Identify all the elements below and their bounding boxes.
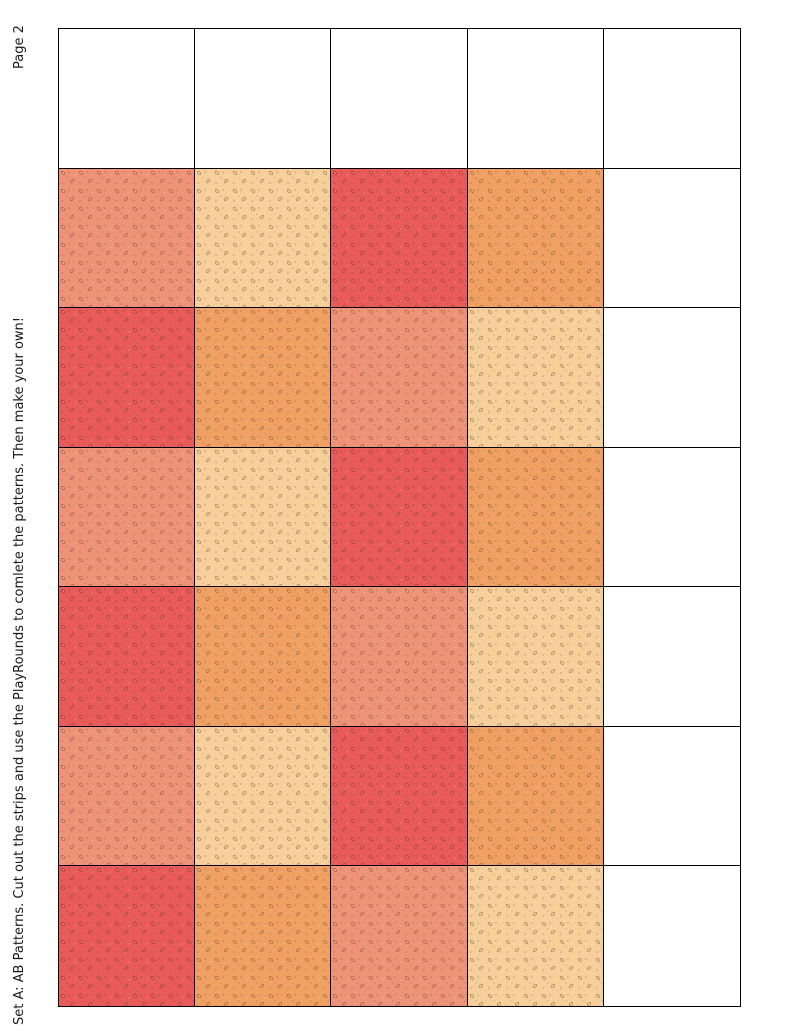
blank-cell bbox=[603, 726, 740, 867]
peach-pattern-cell bbox=[195, 447, 332, 588]
peach-pattern-cell bbox=[195, 168, 332, 309]
peach-pattern-cell bbox=[195, 726, 332, 867]
blank-cell bbox=[603, 587, 740, 727]
orange-pattern-cell bbox=[467, 447, 604, 588]
blank-cell bbox=[603, 308, 740, 448]
peach-pattern-cell bbox=[467, 308, 604, 448]
blank-cell bbox=[59, 29, 196, 169]
instructions-text: Set A: AB Patterns. Cut out the strips a… bbox=[12, 316, 27, 1025]
orange-pattern-cell bbox=[195, 587, 332, 727]
orange-pattern-cell bbox=[195, 308, 332, 448]
salmon-pattern-cell bbox=[59, 726, 196, 867]
salmon-pattern-cell bbox=[331, 866, 468, 1006]
page-number: Page 2 bbox=[12, 25, 27, 69]
blank-cell bbox=[603, 866, 740, 1006]
red-pattern-cell bbox=[59, 866, 196, 1006]
salmon-pattern-cell bbox=[59, 447, 196, 588]
red-pattern-cell bbox=[331, 447, 468, 588]
peach-pattern-cell bbox=[467, 587, 604, 727]
blank-cell bbox=[467, 29, 604, 169]
orange-pattern-cell bbox=[467, 168, 604, 309]
salmon-pattern-cell bbox=[59, 168, 196, 309]
blank-cell bbox=[603, 168, 740, 309]
pattern-grid bbox=[58, 28, 741, 1007]
peach-pattern-cell bbox=[467, 866, 604, 1006]
orange-pattern-cell bbox=[467, 726, 604, 867]
salmon-pattern-cell bbox=[331, 308, 468, 448]
salmon-pattern-cell bbox=[331, 587, 468, 727]
red-pattern-cell bbox=[59, 587, 196, 727]
orange-pattern-cell bbox=[195, 866, 332, 1006]
red-pattern-cell bbox=[331, 168, 468, 309]
red-pattern-cell bbox=[59, 308, 196, 448]
blank-cell bbox=[331, 29, 468, 169]
blank-cell bbox=[195, 29, 332, 169]
blank-cell bbox=[603, 447, 740, 588]
blank-cell bbox=[603, 29, 740, 169]
red-pattern-cell bbox=[331, 726, 468, 867]
